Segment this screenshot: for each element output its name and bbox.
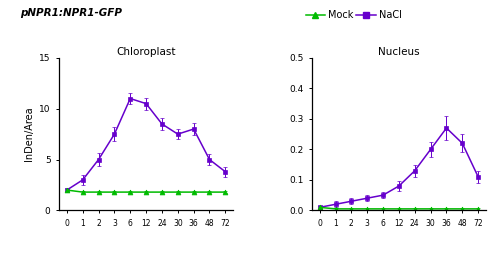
Title: Chloroplast: Chloroplast [116,47,176,57]
Y-axis label: InDen/Area: InDen/Area [24,107,33,161]
Legend: Mock, NaCl: Mock, NaCl [305,10,402,20]
Title: Nucleus: Nucleus [378,47,420,57]
Text: pNPR1:NPR1-GFP: pNPR1:NPR1-GFP [20,8,122,18]
